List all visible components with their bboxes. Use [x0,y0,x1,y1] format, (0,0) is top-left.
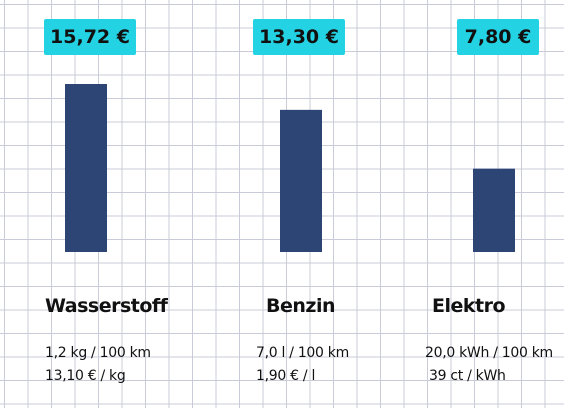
consumption-benzin: 7,0 l / 100 km [256,345,349,361]
category-label-wasserstoff: Wasserstoff [45,295,168,317]
category-label-benzin: Benzin [266,295,336,317]
unit-price-wasserstoff: 13,10 € / kg [45,368,126,384]
consumption-wasserstoff: 1,2 kg / 100 km [45,345,151,361]
value-label-elektro: 7,80 € [457,19,539,55]
value-label-benzin: 13,30 € [253,19,345,55]
category-label-elektro: Elektro [432,295,506,317]
value-label-wasserstoff: 15,72 € [44,19,136,55]
consumption-elektro: 20,0 kWh / 100 km [425,345,553,361]
unit-price-benzin: 1,90 € / l [256,368,316,384]
bar-wasserstoff [65,84,107,252]
unit-price-elektro: 39 ct / kWh [429,368,506,384]
bar-elektro [473,168,515,252]
bar-benzin [280,109,322,252]
